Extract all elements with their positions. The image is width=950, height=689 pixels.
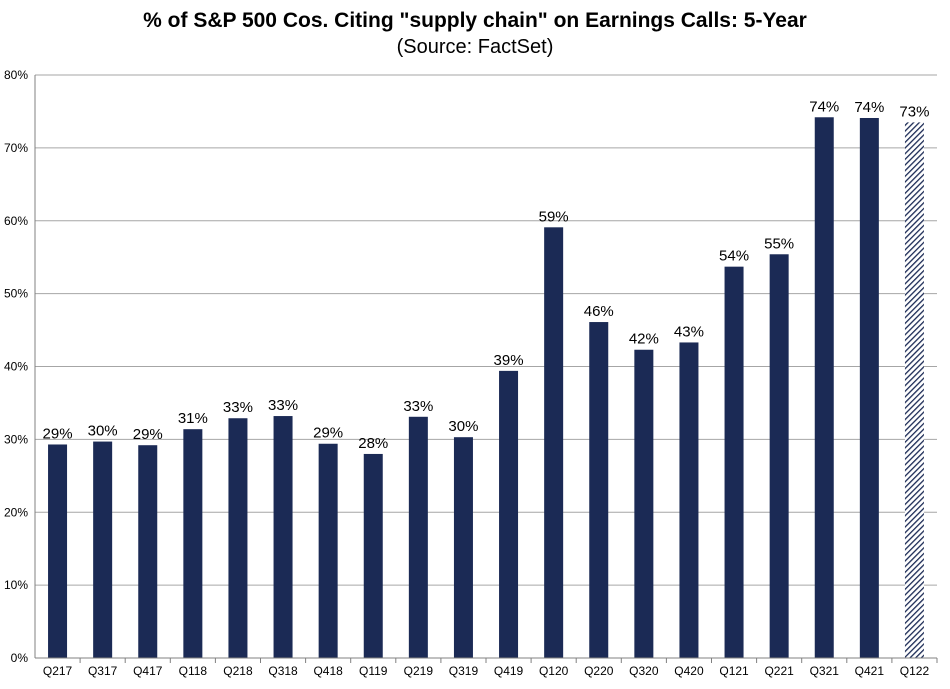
x-tick-label: Q417 bbox=[133, 664, 163, 678]
x-tick-label: Q219 bbox=[404, 664, 434, 678]
data-label: 42% bbox=[629, 331, 659, 348]
x-tick-label: Q218 bbox=[223, 664, 253, 678]
bar-q321 bbox=[814, 117, 834, 658]
data-label: 46% bbox=[584, 303, 614, 320]
y-tick-label: 40% bbox=[4, 360, 28, 374]
x-tick-label: Q317 bbox=[88, 664, 118, 678]
data-label: 73% bbox=[899, 103, 929, 120]
y-tick-label: 50% bbox=[4, 287, 28, 301]
data-label: 29% bbox=[313, 425, 343, 442]
bar-q221 bbox=[769, 254, 789, 658]
data-label: 39% bbox=[494, 352, 524, 369]
x-tick-label: Q420 bbox=[674, 664, 704, 678]
data-label: 74% bbox=[809, 98, 839, 115]
data-label: 54% bbox=[719, 248, 749, 265]
data-label: 59% bbox=[539, 208, 569, 225]
bar-q217 bbox=[48, 444, 68, 658]
y-tick-label: 0% bbox=[11, 651, 29, 665]
chart-subtitle: (Source: FactSet) bbox=[397, 36, 554, 58]
bar-q218 bbox=[228, 418, 248, 658]
data-label: 29% bbox=[133, 426, 163, 443]
data-label: 30% bbox=[88, 423, 118, 440]
data-label: 29% bbox=[43, 425, 73, 442]
y-tick-label: 60% bbox=[4, 214, 28, 228]
bar-q119 bbox=[363, 453, 383, 658]
bar-q121 bbox=[724, 266, 744, 658]
data-label: 43% bbox=[674, 323, 704, 340]
gridlines bbox=[35, 74, 937, 586]
bar-q317 bbox=[93, 441, 113, 658]
chart-title: % of S&P 500 Cos. Citing "supply chain" … bbox=[143, 9, 807, 32]
bar-q418 bbox=[318, 443, 338, 658]
x-tick-label: Q419 bbox=[494, 664, 524, 678]
y-tick-label: 30% bbox=[4, 432, 28, 446]
bar-q320 bbox=[634, 349, 654, 658]
bar-q417 bbox=[138, 445, 158, 658]
x-tick-label: Q321 bbox=[810, 664, 840, 678]
data-label: 31% bbox=[178, 410, 208, 427]
y-tick-label: 20% bbox=[4, 505, 28, 519]
x-tick-label: Q418 bbox=[313, 664, 343, 678]
bar-q419 bbox=[499, 370, 519, 658]
x-tick-label: Q217 bbox=[43, 664, 73, 678]
data-label: 33% bbox=[223, 399, 253, 416]
bar-q118 bbox=[183, 429, 203, 658]
x-tick-label: Q320 bbox=[629, 664, 659, 678]
x-tick-label: Q122 bbox=[900, 664, 930, 678]
bar-q420 bbox=[679, 342, 699, 658]
x-tick-label: Q120 bbox=[539, 664, 569, 678]
data-label: 33% bbox=[268, 397, 298, 414]
x-tick-label: Q421 bbox=[855, 664, 885, 678]
bar-q122 bbox=[904, 122, 924, 658]
bar-q318 bbox=[273, 416, 293, 658]
x-tick-label: Q220 bbox=[584, 664, 614, 678]
y-axis-ticks: 0% 10% 20% 30% 40% 50% 60% 70% 80% bbox=[4, 68, 28, 665]
x-tick-label: Q318 bbox=[268, 664, 298, 678]
y-tick-label: 80% bbox=[4, 68, 28, 82]
data-label: 74% bbox=[854, 99, 884, 116]
data-label: 33% bbox=[403, 398, 433, 415]
x-axis-ticks: Q217 Q317 Q417 Q118 Q218 Q318 Q418 Q119 Q219 Q319… bbox=[43, 658, 938, 678]
bars bbox=[48, 117, 924, 659]
data-label: 55% bbox=[764, 235, 794, 252]
bar-q421 bbox=[859, 117, 879, 659]
x-tick-label: Q118 bbox=[179, 664, 208, 678]
data-label: 28% bbox=[358, 435, 388, 452]
bar-q319 bbox=[453, 437, 473, 658]
x-tick-label: Q319 bbox=[449, 664, 479, 678]
x-tick-label: Q119 bbox=[359, 664, 388, 678]
bar-q219 bbox=[408, 416, 428, 658]
data-labels: 29% 30% 29% 31% 33% 33% 29% 28% 33% 30% 39% 59% 46% 4… bbox=[43, 98, 930, 452]
bar-q120 bbox=[544, 227, 564, 658]
data-label: 30% bbox=[448, 418, 478, 435]
bar-q220 bbox=[589, 322, 609, 658]
y-tick-label: 10% bbox=[4, 578, 28, 592]
x-tick-label: Q121 bbox=[719, 664, 749, 678]
y-tick-label: 70% bbox=[4, 141, 28, 155]
x-tick-label: Q221 bbox=[764, 664, 794, 678]
